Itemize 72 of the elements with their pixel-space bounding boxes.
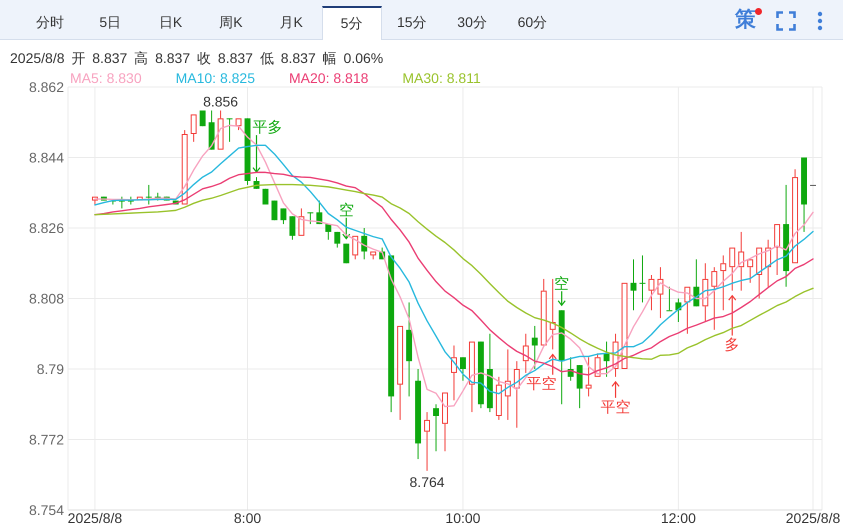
candlestick bbox=[298, 208, 304, 236]
candlestick bbox=[433, 404, 439, 452]
candlestick bbox=[576, 364, 583, 409]
y-tick-label: 8.772 bbox=[28, 431, 64, 448]
candlestick bbox=[190, 114, 197, 142]
text: 分时 bbox=[36, 14, 64, 32]
candlestick bbox=[226, 118, 233, 142]
y-tick-label: 8.844 bbox=[28, 149, 64, 166]
candlestick bbox=[702, 262, 708, 322]
x-tick-label: 12:00 bbox=[660, 510, 696, 526]
annotation: 空 bbox=[338, 202, 354, 219]
candlestick bbox=[711, 266, 718, 330]
candlestick bbox=[586, 356, 592, 397]
text: 15分 bbox=[397, 14, 427, 32]
candlestick bbox=[756, 248, 762, 299]
y-tick-label: 8.79 bbox=[36, 360, 64, 377]
chart-subtitle: 2025/8/8 开 8.837 高 8.837 收 8.837 低 8.837 幅 0.06% bbox=[10, 49, 384, 67]
candlestick bbox=[729, 248, 736, 292]
candlestick bbox=[325, 224, 332, 240]
annotation: 空 bbox=[554, 275, 570, 292]
text: 月K bbox=[280, 14, 303, 32]
text: 周K bbox=[219, 14, 243, 32]
x-tick-label: 2025/8/8 bbox=[786, 510, 840, 526]
candlestick bbox=[280, 208, 286, 225]
candlestick bbox=[720, 254, 726, 311]
text: 60分 bbox=[518, 14, 548, 32]
candlestick bbox=[792, 168, 798, 264]
annotation: 8.856 bbox=[203, 94, 238, 110]
annotation: 平空 bbox=[526, 376, 557, 393]
text: 30分 bbox=[457, 14, 487, 32]
candlestick bbox=[289, 216, 296, 240]
candlestick bbox=[307, 212, 314, 225]
annotation: 8.764 bbox=[410, 474, 445, 490]
x-tick-label: 10:00 bbox=[445, 510, 481, 526]
candlestick bbox=[666, 286, 672, 312]
text: MA30: 8.811 bbox=[402, 69, 481, 87]
candlestick bbox=[334, 231, 340, 248]
text: MA20: 8.818 bbox=[289, 69, 368, 87]
y-tick-label: 8.826 bbox=[28, 220, 64, 236]
text: 日K bbox=[158, 14, 182, 32]
y-tick-label: 8.862 bbox=[28, 78, 64, 95]
candlestick bbox=[747, 259, 754, 284]
candlestick bbox=[182, 130, 188, 204]
annotation: 平空 bbox=[600, 398, 631, 416]
candlestick bbox=[640, 254, 646, 303]
candlestick bbox=[343, 243, 350, 264]
candlestick bbox=[397, 326, 404, 420]
y-tick-label: 8.754 bbox=[28, 502, 64, 518]
candlestick bbox=[630, 258, 636, 311]
candlestick bbox=[442, 392, 448, 452]
candlestick bbox=[468, 342, 475, 413]
text: MA5: 8.830 bbox=[70, 69, 142, 87]
text: MA10: 8.825 bbox=[176, 69, 255, 87]
candlestick bbox=[218, 110, 224, 150]
candlestick bbox=[200, 110, 206, 127]
candlestick bbox=[648, 274, 654, 311]
candlestick bbox=[774, 224, 780, 276]
x-tick-label: 2025/8/8 bbox=[68, 510, 122, 526]
candlestick bbox=[622, 282, 628, 369]
candlestick bbox=[146, 184, 152, 205]
candlestick bbox=[271, 200, 278, 221]
text: 5日 bbox=[99, 14, 122, 32]
candlestick bbox=[424, 412, 430, 472]
y-tick-label: 8.808 bbox=[28, 290, 64, 306]
annotation: 多 bbox=[724, 336, 740, 354]
candlestick bbox=[370, 252, 376, 260]
text: 策 bbox=[735, 8, 756, 32]
candlestick bbox=[604, 341, 610, 378]
candlestick bbox=[460, 356, 466, 382]
annotation: 平多 bbox=[252, 119, 282, 136]
candlestick bbox=[532, 325, 538, 370]
x-tick-label: 8:00 bbox=[234, 510, 262, 526]
